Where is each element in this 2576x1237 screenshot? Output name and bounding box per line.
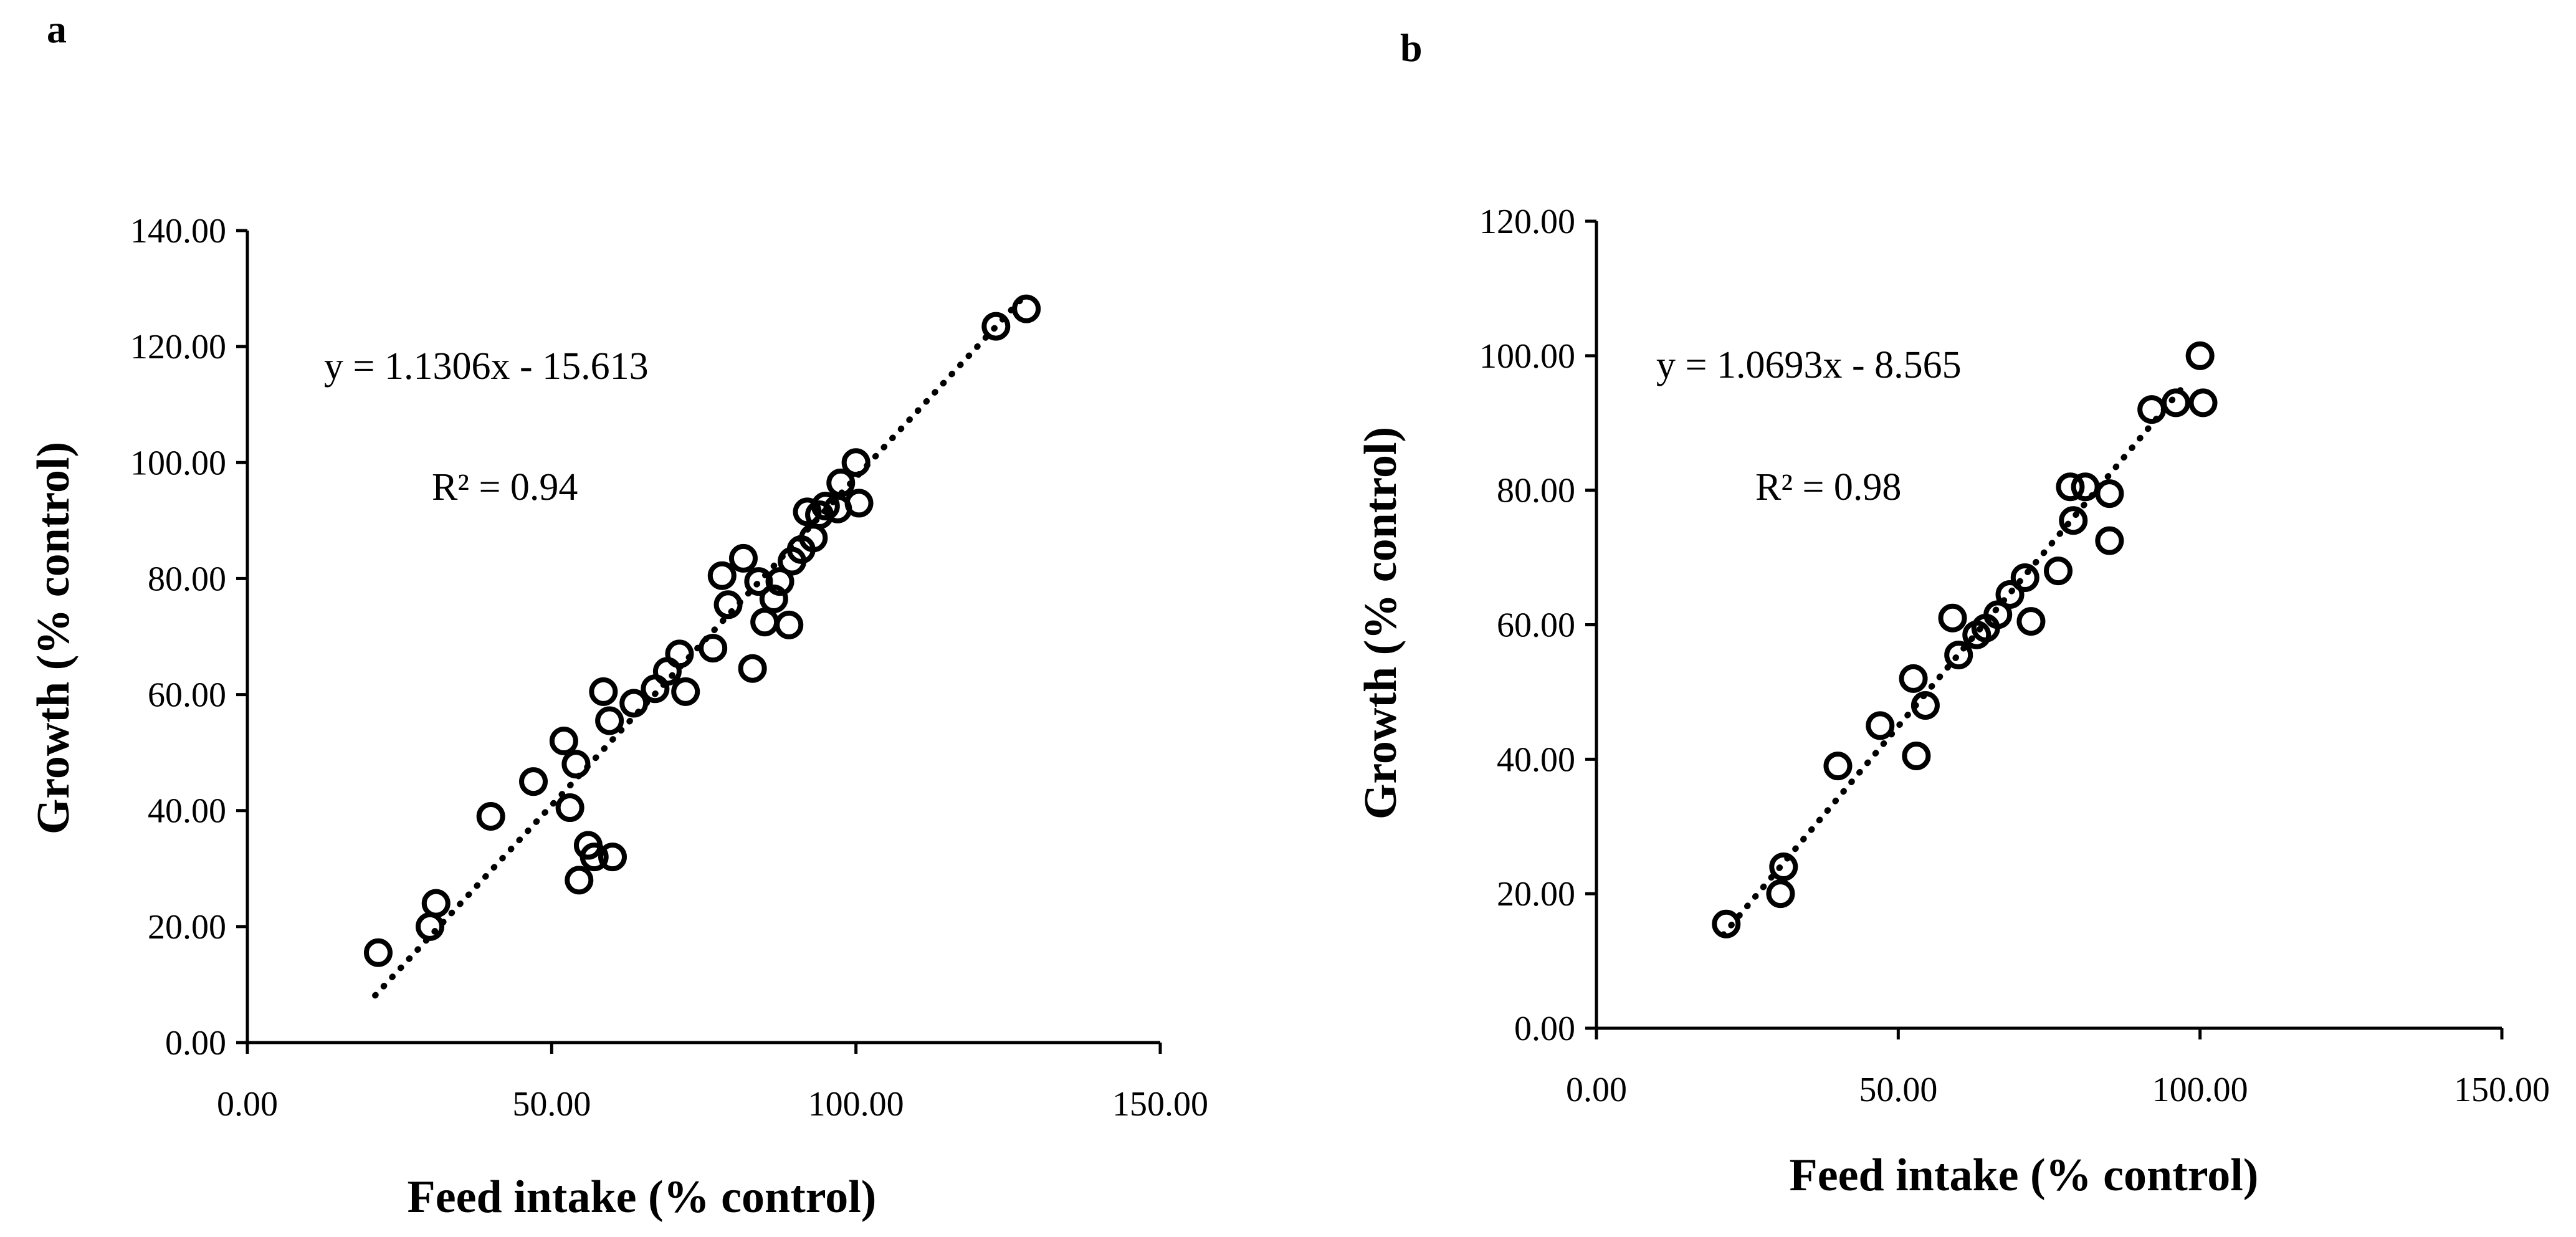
panel-a-x-tick-label: 100.00 xyxy=(808,1085,904,1124)
data-point xyxy=(565,866,594,895)
panel-a-y-axis-title: Growth (% control) xyxy=(28,442,79,834)
panel-a-x-tick-label: 150.00 xyxy=(1112,1085,1208,1124)
data-point xyxy=(1983,600,2013,629)
panel-b-y-tick-label: 40.00 xyxy=(1497,740,1575,779)
panel-a-y-tick-label: 120.00 xyxy=(130,328,226,366)
data-point xyxy=(1899,664,1928,693)
panel-b-y-tick-label: 0.00 xyxy=(1514,1010,1575,1048)
panel-b-x-axis-title: Feed intake (% control) xyxy=(1790,1150,2259,1201)
data-point xyxy=(1995,580,2025,609)
data-point xyxy=(2056,472,2085,502)
data-point xyxy=(775,610,804,639)
data-point xyxy=(1012,294,1041,323)
data-point xyxy=(765,567,794,596)
data-point xyxy=(2095,526,2124,555)
data-point xyxy=(728,543,758,573)
data-point xyxy=(476,802,505,831)
panel-b-y-tick-label: 60.00 xyxy=(1497,606,1575,645)
data-point xyxy=(665,639,694,669)
data-point xyxy=(841,448,871,477)
panel-b-y-tick-label: 20.00 xyxy=(1497,875,1575,914)
panel-b-axes: 0.00 20.00 40.00 60.00 80.00 100.00 120.00 0.00… xyxy=(1479,203,2550,1109)
panel-b-r-squared: R² = 0.98 xyxy=(1755,466,1901,509)
data-point xyxy=(707,561,737,590)
data-point xyxy=(793,497,822,527)
panel-a-y-tick-label: 100.00 xyxy=(130,444,226,482)
data-point xyxy=(1944,641,1973,670)
data-point xyxy=(844,489,874,518)
panel-b-x-tick-label: 0.00 xyxy=(1566,1071,1627,1109)
data-point xyxy=(1938,603,1967,633)
data-point xyxy=(2059,506,2088,535)
panel-a-equation: y = 1.1306x - 15.613 xyxy=(324,345,649,388)
data-point xyxy=(671,677,700,706)
panel-a-x-axis-title: Feed intake (% control) xyxy=(408,1172,877,1223)
panel-a-points xyxy=(363,294,1041,967)
data-point xyxy=(981,312,1011,341)
panel-a-y-tick-label: 0.00 xyxy=(165,1024,226,1063)
panel-b-y-tick-label: 100.00 xyxy=(1479,337,1575,376)
panel-b-x-tick-label: 150.00 xyxy=(2454,1071,2550,1109)
panel-a-x-tick-label: 0.00 xyxy=(217,1085,278,1124)
data-point xyxy=(1866,711,1895,740)
panel-a-x-tick-label: 50.00 xyxy=(512,1085,591,1124)
data-point xyxy=(2137,395,2167,424)
panel-a-y-tick-label: 80.00 xyxy=(148,560,226,598)
data-point xyxy=(416,912,444,941)
data-point xyxy=(750,608,780,637)
data-point xyxy=(1766,879,1795,909)
panel-b-y-axis-title: Growth (% control) xyxy=(1355,427,1406,819)
panel-b: b 0.0020.0040.0060.0080.00100.00120.000.… xyxy=(1355,26,2550,1201)
data-point xyxy=(759,585,788,614)
data-point xyxy=(519,767,548,796)
data-point xyxy=(811,492,840,521)
panel-a-axes: 0.00 20.00 40.00 60.00 80.00 100.00 120.00 140.… xyxy=(130,212,1208,1124)
data-point xyxy=(2161,388,2190,418)
data-point xyxy=(580,843,609,872)
data-point xyxy=(363,938,393,967)
data-point xyxy=(421,889,451,918)
panel-a-y-tick-label: 140.00 xyxy=(130,212,226,251)
data-point xyxy=(2044,556,2073,586)
panel-b-x-tick-label: 100.00 xyxy=(2152,1071,2248,1109)
data-point xyxy=(561,750,591,779)
data-point xyxy=(2188,388,2218,418)
panel-a-y-tick-label: 20.00 xyxy=(148,908,226,947)
data-point xyxy=(2016,607,2046,636)
data-point xyxy=(598,843,627,872)
data-point xyxy=(1769,853,1798,881)
panel-a-r-squared: R² = 0.94 xyxy=(432,466,578,509)
panel-b-y-tick-label: 80.00 xyxy=(1497,472,1575,510)
data-point xyxy=(549,727,578,756)
panel-a-y-tick-label: 40.00 xyxy=(148,792,226,831)
data-point xyxy=(595,706,624,735)
data-point xyxy=(1823,752,1853,781)
data-point xyxy=(2010,563,2039,592)
panel-b-x-tick-label: 50.00 xyxy=(1859,1071,1937,1109)
panel-a-y-tick-label: 60.00 xyxy=(148,676,226,715)
data-point xyxy=(2185,341,2215,370)
panel-b-equation: y = 1.0693x - 8.565 xyxy=(1656,344,1962,386)
panel-a-trendline xyxy=(372,290,1030,999)
panel-b-y-tick-label: 120.00 xyxy=(1479,203,1575,241)
data-point xyxy=(713,590,743,619)
data-point xyxy=(555,793,584,823)
panel-a-letter: a xyxy=(47,7,67,51)
data-point xyxy=(699,634,728,663)
data-point xyxy=(619,689,649,718)
panel-a-trendline-group xyxy=(372,290,1030,999)
data-point xyxy=(738,654,767,683)
panel-a: a 0.00 20.00 40.00 60.00 80.00 100.00 120.00 14… xyxy=(28,7,1208,1223)
data-point xyxy=(589,677,618,706)
panel-b-points xyxy=(1712,341,2218,938)
panel-b-letter: b xyxy=(1400,26,1423,70)
data-point xyxy=(2095,479,2124,509)
data-point xyxy=(1902,741,1931,770)
